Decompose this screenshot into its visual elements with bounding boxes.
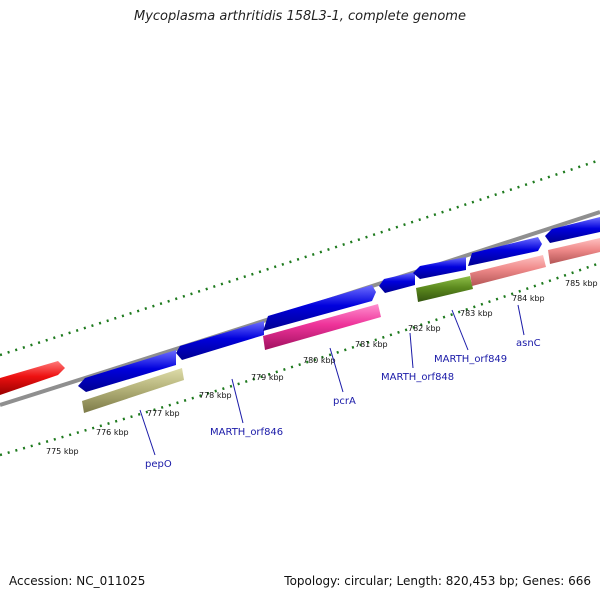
MARTH_orf848-gene <box>416 276 473 302</box>
kbp-label: 780 kbp <box>303 356 336 365</box>
gene-leader-lines <box>139 304 525 456</box>
forward-gene-arrow <box>468 237 542 266</box>
gene-label-MARTH_orf848: MARTH_orf848 <box>381 372 454 383</box>
genome-summary-text: Topology: circular; Length: 820,453 bp; … <box>284 574 591 588</box>
outer-scale-track <box>0 158 600 357</box>
gene-label-pcrA: pcrA <box>333 396 356 407</box>
kbp-label: 785 kbp <box>565 279 598 288</box>
inner-scale-track <box>0 261 600 457</box>
gene-label-pepO: pepO <box>145 459 172 470</box>
gene-label-asnC: asnC <box>516 338 541 349</box>
kbp-label: 779 kbp <box>251 373 284 382</box>
forward-gene-arrow <box>545 217 600 243</box>
pepO-gene <box>82 368 184 413</box>
forward-gene-arrow <box>176 321 264 360</box>
previous-gene-arrow <box>0 361 65 395</box>
accession-text: Accession: NC_011025 <box>9 574 146 588</box>
gene-label-MARTH_orf846: MARTH_orf846 <box>210 427 283 438</box>
forward-gene-arrow <box>78 350 176 392</box>
forward-gene-arrow <box>413 257 466 279</box>
kbp-label: 775 kbp <box>46 447 79 456</box>
kbp-label: 782 kbp <box>408 324 441 333</box>
pcrA-gene <box>263 304 381 350</box>
forward-gene-arrow <box>263 285 376 331</box>
kbp-label: 784 kbp <box>512 294 545 303</box>
map-title: Mycoplasma arthritidis 158L3-1, complete… <box>134 9 466 24</box>
asnC-gene <box>470 255 546 286</box>
gene-label-MARTH_orf849: MARTH_orf849 <box>434 354 507 365</box>
kbp-label: 776 kbp <box>96 428 129 437</box>
kbp-label: 783 kbp <box>460 309 493 318</box>
kbp-label: 781 kbp <box>355 340 388 349</box>
kbp-label: 777 kbp <box>147 409 180 418</box>
forward-gene-arrow <box>379 272 415 293</box>
kbp-label: 778 kbp <box>199 391 232 400</box>
asnC-adjacent-gene <box>548 238 600 264</box>
